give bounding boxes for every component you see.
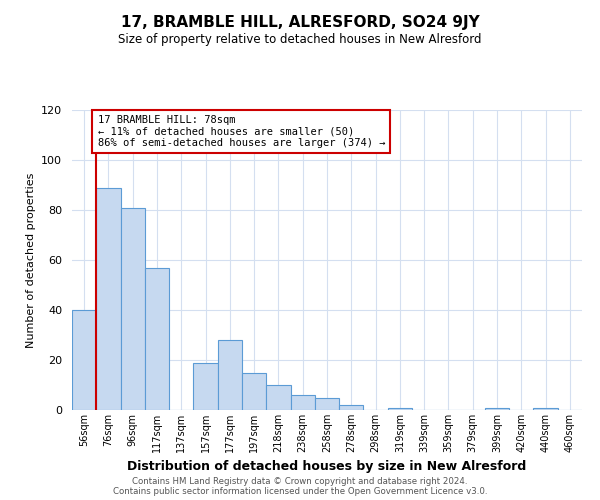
Bar [193, 362, 218, 410]
Bar [485, 408, 509, 410]
Text: 17, BRAMBLE HILL, ALRESFORD, SO24 9JY: 17, BRAMBLE HILL, ALRESFORD, SO24 9JY [121, 15, 479, 30]
Bar [72, 310, 96, 410]
Bar [218, 340, 242, 410]
Bar [339, 405, 364, 410]
Y-axis label: Number of detached properties: Number of detached properties [26, 172, 35, 348]
Bar [315, 398, 339, 410]
Bar [533, 408, 558, 410]
Bar [242, 372, 266, 410]
Text: Size of property relative to detached houses in New Alresford: Size of property relative to detached ho… [118, 32, 482, 46]
Bar [388, 408, 412, 410]
Bar [121, 208, 145, 410]
Bar [290, 395, 315, 410]
X-axis label: Distribution of detached houses by size in New Alresford: Distribution of detached houses by size … [127, 460, 527, 473]
Text: 17 BRAMBLE HILL: 78sqm
← 11% of detached houses are smaller (50)
86% of semi-det: 17 BRAMBLE HILL: 78sqm ← 11% of detached… [97, 115, 385, 148]
Bar [266, 385, 290, 410]
Bar [96, 188, 121, 410]
Bar [145, 268, 169, 410]
Text: Contains HM Land Registry data © Crown copyright and database right 2024.: Contains HM Land Registry data © Crown c… [132, 478, 468, 486]
Text: Contains public sector information licensed under the Open Government Licence v3: Contains public sector information licen… [113, 488, 487, 496]
